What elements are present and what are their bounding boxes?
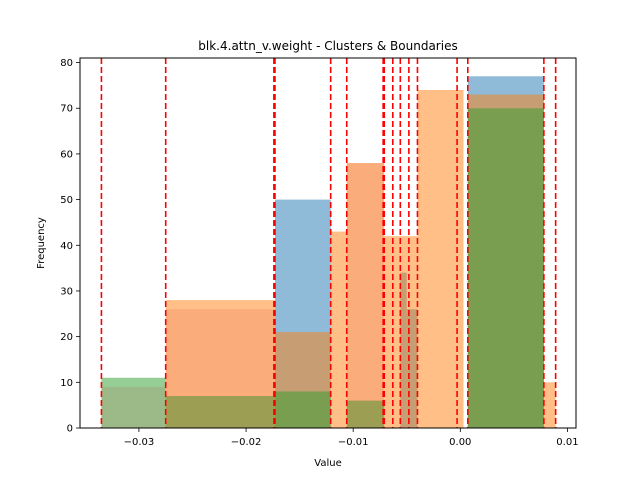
x-tick-label-1: −0.02 xyxy=(231,437,262,448)
y-axis: 0 10 20 30 40 50 60 70 80 xyxy=(60,58,80,435)
histogram-bar-s3-b1 xyxy=(165,309,275,428)
y-tick-label-6: 60 xyxy=(60,149,73,160)
x-tick-label-4: 0.01 xyxy=(556,437,578,448)
histogram-bar-s2-b2 xyxy=(274,391,331,428)
plot-frame xyxy=(79,57,577,429)
histogram-bars xyxy=(101,76,556,429)
x-axis: −0.03 −0.02 −0.01 0.00 0.01 xyxy=(124,428,579,448)
histogram-bar-s1-b2 xyxy=(330,231,347,428)
y-tick-label-5: 50 xyxy=(60,195,73,206)
chart-title: blk.4.attn_v.weight - Clusters & Boundar… xyxy=(198,39,457,53)
x-tick-label-2: −0.01 xyxy=(338,437,369,448)
cluster-boundaries xyxy=(100,58,557,428)
y-tick-label-2: 20 xyxy=(60,332,73,343)
histogram-bar-s3-b0 xyxy=(101,386,166,428)
histogram-bar-s3-b2 xyxy=(346,163,385,429)
y-tick-label-3: 30 xyxy=(60,286,73,297)
y-axis-label: Frequency xyxy=(36,217,47,269)
histogram-bar-s2-b4 xyxy=(467,108,544,428)
histogram-bar-s2-b3 xyxy=(346,400,385,428)
y-tick-label-0: 0 xyxy=(67,424,73,435)
x-tick-label-0: −0.03 xyxy=(124,437,155,448)
y-tick-label-7: 70 xyxy=(60,104,73,115)
histogram-bar-s1-b3 xyxy=(346,163,385,429)
histogram-bar-s2-b0 xyxy=(101,377,166,428)
histogram-bar-s2-b1 xyxy=(165,396,275,428)
y-tick-label-4: 40 xyxy=(60,241,73,252)
y-tick-label-1: 10 xyxy=(60,378,73,389)
y-tick-label-8: 80 xyxy=(60,58,73,69)
histogram-bar-s1-b5 xyxy=(417,89,464,428)
histogram-bar-s1-b7 xyxy=(543,382,556,428)
x-tick-label-3: 0.00 xyxy=(449,437,471,448)
x-axis-label: Value xyxy=(314,458,341,469)
